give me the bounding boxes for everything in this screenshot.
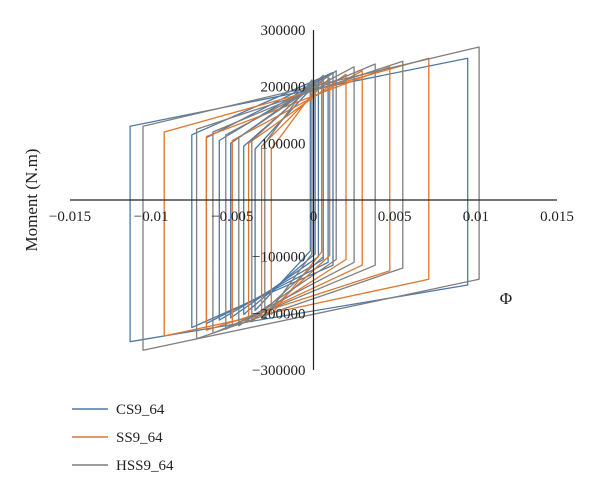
- x-tick-label: 0.005: [378, 209, 412, 225]
- y-tick-label: 200000: [261, 80, 306, 96]
- x-tick-label: −0.005: [211, 209, 253, 225]
- x-tick-label: −0.01: [134, 209, 169, 225]
- x-tick-label: 0.015: [540, 209, 574, 225]
- tick-labels: −0.015 −0.01 −0.005 0 0.005 0.01 0.015 −300000 −…: [49, 23, 574, 379]
- hysteresis-loop: [270, 80, 323, 316]
- x-tick-label: −0.015: [49, 209, 91, 225]
- y-tick-label: −100000: [252, 250, 305, 266]
- legend-label: CS9_64: [116, 402, 165, 418]
- axes-layer: [70, 30, 557, 370]
- series-HSS9_64: [142, 46, 480, 351]
- hysteresis-loop: [129, 57, 469, 343]
- y-tick-label: −300000: [252, 363, 305, 379]
- hysteresis-loop: [205, 66, 391, 331]
- y-tick-label: 100000: [261, 136, 306, 152]
- y-tick-label: −200000: [252, 306, 305, 322]
- x-tick-label: 0.01: [463, 209, 489, 225]
- legend-label: HSS9_64: [116, 458, 174, 474]
- x-tick-label: 0: [310, 209, 318, 225]
- x-axis-title: Φ: [500, 289, 512, 308]
- hysteresis-loop: [191, 71, 334, 329]
- hysteresis-loop: [212, 63, 376, 334]
- hysteresis-loop: [264, 79, 313, 319]
- legend-label: SS9_64: [116, 430, 163, 446]
- y-axis-title: Moment (N.m): [22, 149, 41, 252]
- hysteresis-loop: [254, 88, 311, 312]
- y-tick-label: 300000: [261, 23, 306, 39]
- legend: CS9_64 SS9_64 HSS9_64: [72, 402, 174, 474]
- hysteresis-loop: [195, 60, 404, 340]
